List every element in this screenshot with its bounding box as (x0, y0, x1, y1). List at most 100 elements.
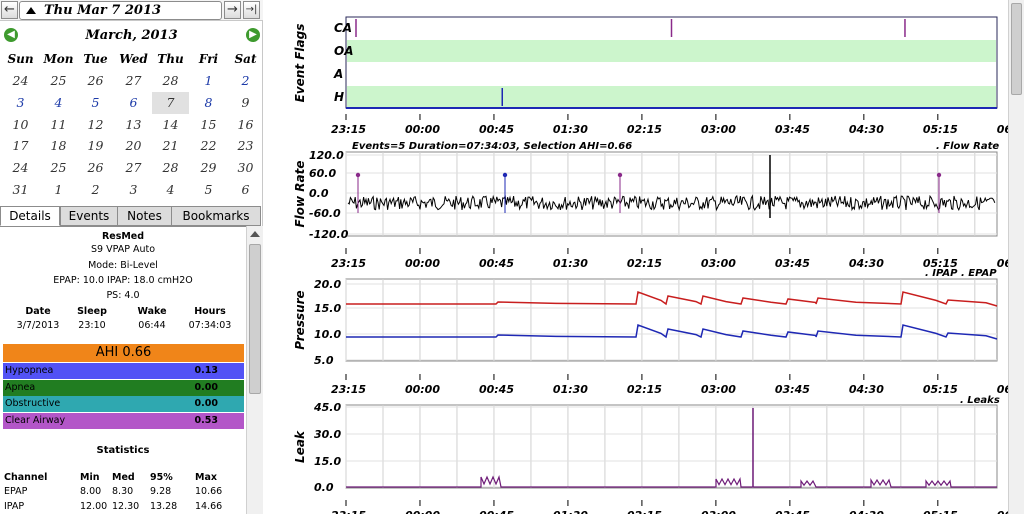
last-day-button[interactable]: →| (243, 1, 260, 19)
flag-row-label: CA (334, 21, 352, 35)
calendar-week: 24 25 26 27 28 1 2 (2, 70, 264, 92)
graphs-svg[interactable]: CA OA AH Event Flags 23:15 00:00 00:45 01:30 02:… (264, 0, 1024, 514)
flow-event-dot (355, 172, 361, 178)
calendar-day[interactable]: 2 (241, 73, 250, 88)
time-tick-label: 04:30 (849, 509, 884, 514)
back-button[interactable]: ← (1, 1, 18, 19)
stats-cell: 10.66 (195, 486, 223, 497)
calendar-day[interactable]: 4 (166, 182, 175, 197)
next-month-icon[interactable]: ▶ (246, 28, 260, 42)
weekday-label: Fri (198, 52, 219, 66)
leak-ytick: 15.0 (314, 455, 341, 468)
event-row: Obstructive 0.00 (3, 396, 244, 413)
calendar-day[interactable]: 25 (50, 160, 67, 176)
calendar-day[interactable]: 17 (12, 138, 29, 154)
month-title[interactable]: March, 2013 (85, 28, 178, 43)
flow-rate-trace (347, 194, 996, 212)
calendar-day[interactable]: 5 (91, 94, 100, 110)
calendar-day[interactable]: 7 (152, 91, 189, 114)
calendar-day[interactable]: 3 (16, 94, 25, 110)
date-dropdown[interactable]: Thu Mar 7 2013 (19, 1, 222, 20)
tab-events[interactable]: Events (60, 206, 118, 226)
tab-details[interactable]: Details (0, 206, 60, 226)
time-tick-label: 01:30 (553, 257, 588, 270)
calendar-day[interactable]: 20 (125, 138, 142, 154)
calendar-day[interactable]: 11 (50, 116, 67, 132)
forward-button[interactable]: → (224, 1, 241, 19)
graph-scroll-thumb[interactable] (1011, 3, 1022, 95)
calendar-day[interactable]: 1 (54, 182, 63, 197)
dropdown-arrow-icon (26, 7, 36, 14)
pressure-legend: . IPAP . EPAP (925, 268, 997, 279)
flow-ylabel: Flow Rate (293, 160, 307, 227)
calendar-day[interactable]: 15 (200, 116, 217, 132)
time-tick-label: 00:45 (479, 383, 514, 396)
calendar-day[interactable]: 6 (129, 94, 138, 110)
prev-month-icon[interactable]: ◀ (4, 28, 18, 42)
time-tick-label: 05:15 (923, 383, 958, 396)
epap-trace (346, 323, 998, 340)
mode: Mode: Bi-Level (88, 260, 158, 271)
calendar-day[interactable]: 25 (50, 73, 67, 88)
calendar-week: 24 25 26 27 28 29 30 (2, 157, 264, 179)
details-scrollbar[interactable] (246, 226, 263, 514)
calendar-day[interactable]: 24 (12, 160, 29, 176)
leak-ytick: 0.0 (314, 481, 334, 494)
calendar-day[interactable]: 29 (200, 160, 217, 176)
calendar-day[interactable]: 27 (125, 73, 142, 88)
calendar-day[interactable]: 27 (125, 160, 142, 176)
stats-cell: 8.00 (80, 486, 102, 497)
ahi-banner: AHI 0.66 (3, 344, 244, 362)
flow-ytick: 60.0 (309, 167, 336, 180)
month-header: ◀ March, 2013 ▶ (0, 24, 263, 46)
stats-header: 95% (150, 472, 173, 483)
calendar-day[interactable]: 12 (87, 116, 104, 132)
calendar-day[interactable]: 28 (162, 73, 179, 88)
time-tick-label: 00:45 (479, 257, 514, 270)
calendar-day[interactable]: 26 (87, 160, 104, 176)
event-name: Obstructive (5, 398, 61, 410)
calendar-day[interactable]: 26 (87, 73, 104, 88)
calendar-day[interactable]: 10 (12, 116, 29, 132)
calendar-day[interactable]: 28 (162, 160, 179, 176)
calendar-day[interactable]: 30 (237, 160, 254, 176)
stats-cell: 12.30 (112, 501, 140, 512)
tab-bookmarks[interactable]: Bookmarks (171, 206, 261, 226)
time-tick-label: 04:30 (849, 123, 884, 136)
calendar-day[interactable]: 4 (54, 94, 63, 110)
time-tick-label: 06:00 (997, 509, 1008, 514)
scroll-thumb[interactable] (249, 244, 261, 394)
graph-scrollbar[interactable] (1008, 0, 1024, 514)
calendar-day[interactable]: 21 (162, 138, 179, 154)
scroll-up-icon[interactable] (250, 231, 260, 237)
calendar-day[interactable]: 3 (129, 182, 138, 197)
calendar-day[interactable]: 18 (50, 138, 67, 154)
calendar-day[interactable]: 19 (87, 138, 104, 154)
pressure-frame (345, 278, 998, 362)
time-tick-label: 03:45 (775, 509, 810, 514)
time-tick-label: 00:00 (405, 123, 440, 136)
calendar-day[interactable]: 1 (204, 73, 213, 88)
pressure-support: PS: 4.0 (106, 290, 140, 301)
calendar-day[interactable]: 31 (12, 182, 29, 197)
calendar-day[interactable]: 24 (12, 73, 29, 88)
calendar-day[interactable]: 16 (237, 116, 254, 132)
calendar-day[interactable]: 6 (241, 182, 250, 197)
calendar-day[interactable]: 8 (204, 94, 213, 110)
time-tick-label: 03:00 (701, 123, 736, 136)
stats-cell: 14.66 (195, 501, 223, 512)
leak-legend: . Leaks (960, 395, 1000, 406)
calendar-day[interactable]: 23 (237, 138, 254, 154)
calendar-day[interactable]: 9 (241, 94, 250, 110)
calendar-day[interactable]: 14 (162, 116, 179, 132)
event-flags-ylabel: Event Flags (293, 24, 307, 103)
statistics-title: Statistics (96, 445, 150, 456)
calendar-day[interactable]: 22 (200, 138, 217, 154)
leak-ylabel: Leak (293, 430, 307, 463)
calendar-day[interactable]: 13 (125, 116, 142, 132)
calendar-day[interactable]: 2 (91, 182, 100, 197)
calendar-day[interactable]: 5 (204, 182, 213, 197)
time-tick-label: 02:15 (627, 383, 662, 396)
tab-notes[interactable]: Notes (117, 206, 172, 226)
